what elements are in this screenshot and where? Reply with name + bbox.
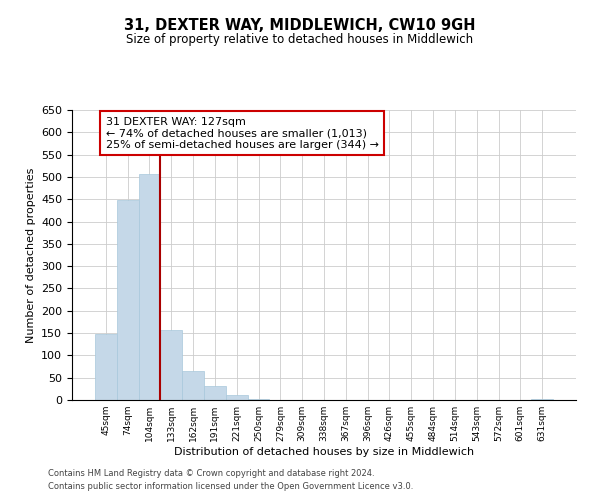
Bar [139, 174, 160, 400]
Bar [204, 386, 226, 400]
X-axis label: Distribution of detached houses by size in Middlewich: Distribution of detached houses by size … [174, 447, 474, 457]
Bar [182, 371, 204, 400]
Text: Contains HM Land Registry data © Crown copyright and database right 2024.: Contains HM Land Registry data © Crown c… [48, 468, 374, 477]
Bar [117, 200, 139, 400]
Bar [531, 398, 553, 400]
Bar [226, 394, 248, 400]
Text: Size of property relative to detached houses in Middlewich: Size of property relative to detached ho… [127, 32, 473, 46]
Text: 31, DEXTER WAY, MIDDLEWICH, CW10 9GH: 31, DEXTER WAY, MIDDLEWICH, CW10 9GH [124, 18, 476, 32]
Text: Contains public sector information licensed under the Open Government Licence v3: Contains public sector information licen… [48, 482, 413, 491]
Text: 31 DEXTER WAY: 127sqm
← 74% of detached houses are smaller (1,013)
25% of semi-d: 31 DEXTER WAY: 127sqm ← 74% of detached … [106, 116, 379, 150]
Bar [160, 330, 182, 400]
Bar [248, 398, 269, 400]
Y-axis label: Number of detached properties: Number of detached properties [26, 168, 35, 342]
Bar [95, 334, 117, 400]
